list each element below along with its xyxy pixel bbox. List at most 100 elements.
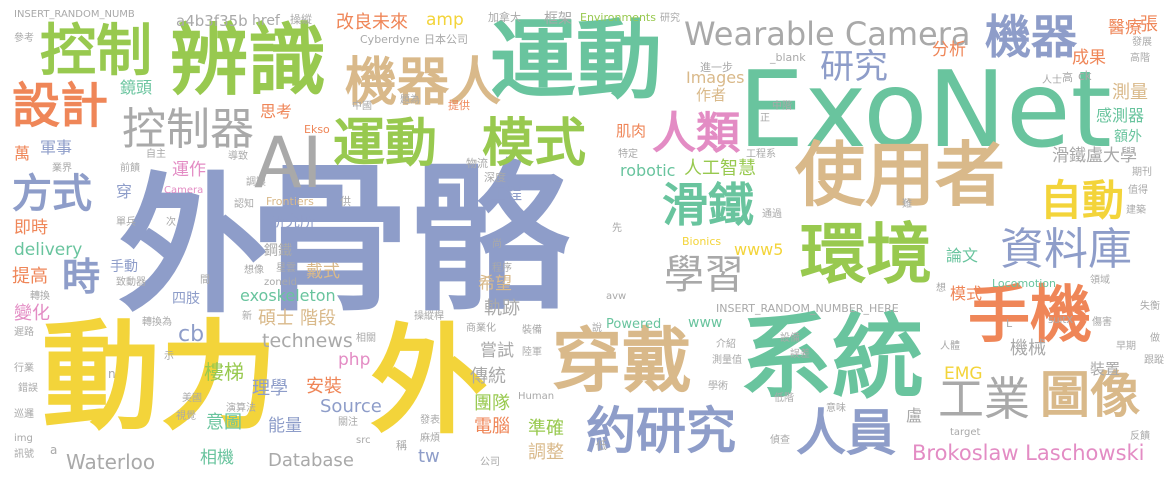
word-xue-shu: 學術 xyxy=(708,381,728,392)
word-tiao-zheng: 調整 xyxy=(528,442,564,463)
word-jin-yi-bu: 進一步 xyxy=(700,61,733,74)
word-guan-zhu: 關注 xyxy=(338,417,358,428)
word-wearable-camera: Wearable Camera xyxy=(684,15,971,53)
word-gao-jie: 高階 xyxy=(1130,53,1150,64)
word-zhuan-huan-wei: 轉換為 xyxy=(142,317,172,328)
word-zhong-jie: 中階 xyxy=(772,101,792,112)
word-bionics: Bionics xyxy=(682,235,722,248)
word-environments: Environments xyxy=(580,11,656,24)
word-zhun-que: 準確 xyxy=(528,418,564,439)
word-fa-biao: 發表 xyxy=(420,415,440,426)
word-exonet: ExoNet xyxy=(738,49,1112,171)
word-chang-shi: 嘗試 xyxy=(480,341,514,361)
word-shou-dong: 手動 xyxy=(110,259,138,275)
word-she-bei: 設備 xyxy=(780,333,800,344)
word-delivery: delivery xyxy=(14,240,83,260)
word-an-zhuang: 安裝 xyxy=(306,376,342,397)
word-zi-liao-ku: 資料庫 xyxy=(1000,224,1132,275)
word-shuo-shi: 碩士 xyxy=(258,308,294,329)
word-gang-tie: 鋼鐵 xyxy=(264,243,292,259)
word-gan-ce-qi: 感測器 xyxy=(1096,106,1145,125)
word-fen-xi: 分析 xyxy=(932,40,966,60)
word-gao: 高 xyxy=(1062,71,1073,84)
word-shou-ji: 手機 xyxy=(968,278,1093,351)
word-ren-zhi: 認知 xyxy=(234,199,254,210)
word-exoskeleton: exoskeleton xyxy=(240,286,336,305)
word-xiang-xiang: 想像 xyxy=(244,265,264,276)
word-hua-tie: 滑鐵 xyxy=(662,178,754,232)
word-ji-xie: 機械 xyxy=(1010,338,1046,359)
word-ci: 次 xyxy=(166,217,176,228)
word-cheng-guo: 成果 xyxy=(1072,48,1106,68)
word-jian: 間 xyxy=(200,275,210,286)
word-ren-lei: 人類 xyxy=(652,108,740,159)
word-nan: 難 xyxy=(902,199,912,210)
word-neng-liang: 能量 xyxy=(268,416,302,436)
word-php: php xyxy=(338,350,371,370)
word-shi: 時 xyxy=(62,255,101,299)
word-wu-cha: 誤差 xyxy=(790,349,810,360)
word-mo-shi: 模式 xyxy=(482,114,587,174)
word-mo-shi-2: 模式 xyxy=(950,284,983,303)
word-gong-ye: 工業 xyxy=(938,372,1030,426)
word-kong-zhi: 控制 xyxy=(40,19,152,84)
word-a4b3f35b: a4b3f35b xyxy=(176,12,248,30)
word-blank: _blank xyxy=(770,51,806,64)
word-gui-ji: 軌跡 xyxy=(484,298,520,319)
word-target: target xyxy=(950,427,981,438)
word-yan-jiu-small: 研究 xyxy=(660,13,680,24)
word-zhi-dong-qi: 致動器 xyxy=(116,277,146,288)
word-zhuang-bei: 裝備 xyxy=(522,325,542,336)
word-yan-jiu-1: 研究 xyxy=(820,47,888,87)
word-xue-xi: 學習 xyxy=(664,252,744,298)
word-cuo-wu: 錯誤 xyxy=(18,383,38,394)
word-e-wai: 額外 xyxy=(1114,129,1142,145)
word-emg: EMG xyxy=(944,364,983,384)
word-gong-cheng-xi: 工程系 xyxy=(746,149,776,160)
word-zi-dong: 自動 xyxy=(1040,176,1125,225)
word-yi-wei: 意味 xyxy=(826,403,846,414)
word-ck: ck xyxy=(1078,69,1092,83)
word-ji-qi: 機器 xyxy=(985,10,1077,64)
word-tu-xiang: 圖像 xyxy=(1040,366,1140,424)
word-jing-tou: 鏡頭 xyxy=(120,78,153,97)
word-insert-random-numb: INSERT_RANDOM_NUMB xyxy=(14,9,135,20)
word-zhang: 張 xyxy=(1140,14,1158,35)
word-amp: amp xyxy=(426,10,464,30)
word-shuo: 說 xyxy=(592,323,602,334)
word-li-xue: 理學 xyxy=(252,378,288,399)
word-ma-fan: 麻煩 xyxy=(420,433,440,444)
word-www5: www5 xyxy=(734,240,784,259)
word-jian-zhu: 建築 xyxy=(1126,205,1146,216)
word-ti-gao: 提高 xyxy=(12,266,48,287)
word-hua-tie-lu-da-xue: 滑鐵盧大學 xyxy=(1052,146,1137,166)
word-wan: 萬 xyxy=(14,144,31,163)
word-n: n xyxy=(108,367,116,381)
word-shi-yong-zhe: 使用者 xyxy=(795,134,1005,216)
word-ekso: Ekso xyxy=(304,123,330,136)
word-powered: Powered xyxy=(606,317,662,332)
word-images: Images xyxy=(686,68,745,87)
word-lou-ti: 樓梯 xyxy=(204,360,244,384)
word-dan-bing: 單兵 xyxy=(116,217,136,228)
word-src: src xyxy=(356,435,371,446)
word-frontiers: Frontiers xyxy=(266,195,314,208)
word-gong-cheng: 工程 xyxy=(490,184,523,203)
word-dao-zhi: 導致 xyxy=(228,151,248,162)
word-shi-jue: 視覺 xyxy=(176,411,196,422)
word-ai: AI xyxy=(254,122,323,204)
word-yun-dong-1: 運動 xyxy=(490,11,662,111)
word-fan-kui: 反饋 xyxy=(1130,431,1150,442)
word-dai-shi: 戴式 xyxy=(306,262,340,282)
word-dong-li: 動力 xyxy=(42,308,279,446)
word-lu-jun: 陸軍 xyxy=(522,347,542,358)
word-zheng: 正 xyxy=(760,113,770,124)
word-mei-guo: 美國 xyxy=(182,393,202,404)
word-xian: 先 xyxy=(612,223,622,234)
word-di-jie: 低階 xyxy=(774,393,794,404)
word-te-ding: 特定 xyxy=(618,149,638,160)
word-xun-hao: 訊號 xyxy=(14,449,34,460)
word-href: href xyxy=(252,13,280,29)
word-qi-kan: 期刊 xyxy=(1132,167,1152,178)
